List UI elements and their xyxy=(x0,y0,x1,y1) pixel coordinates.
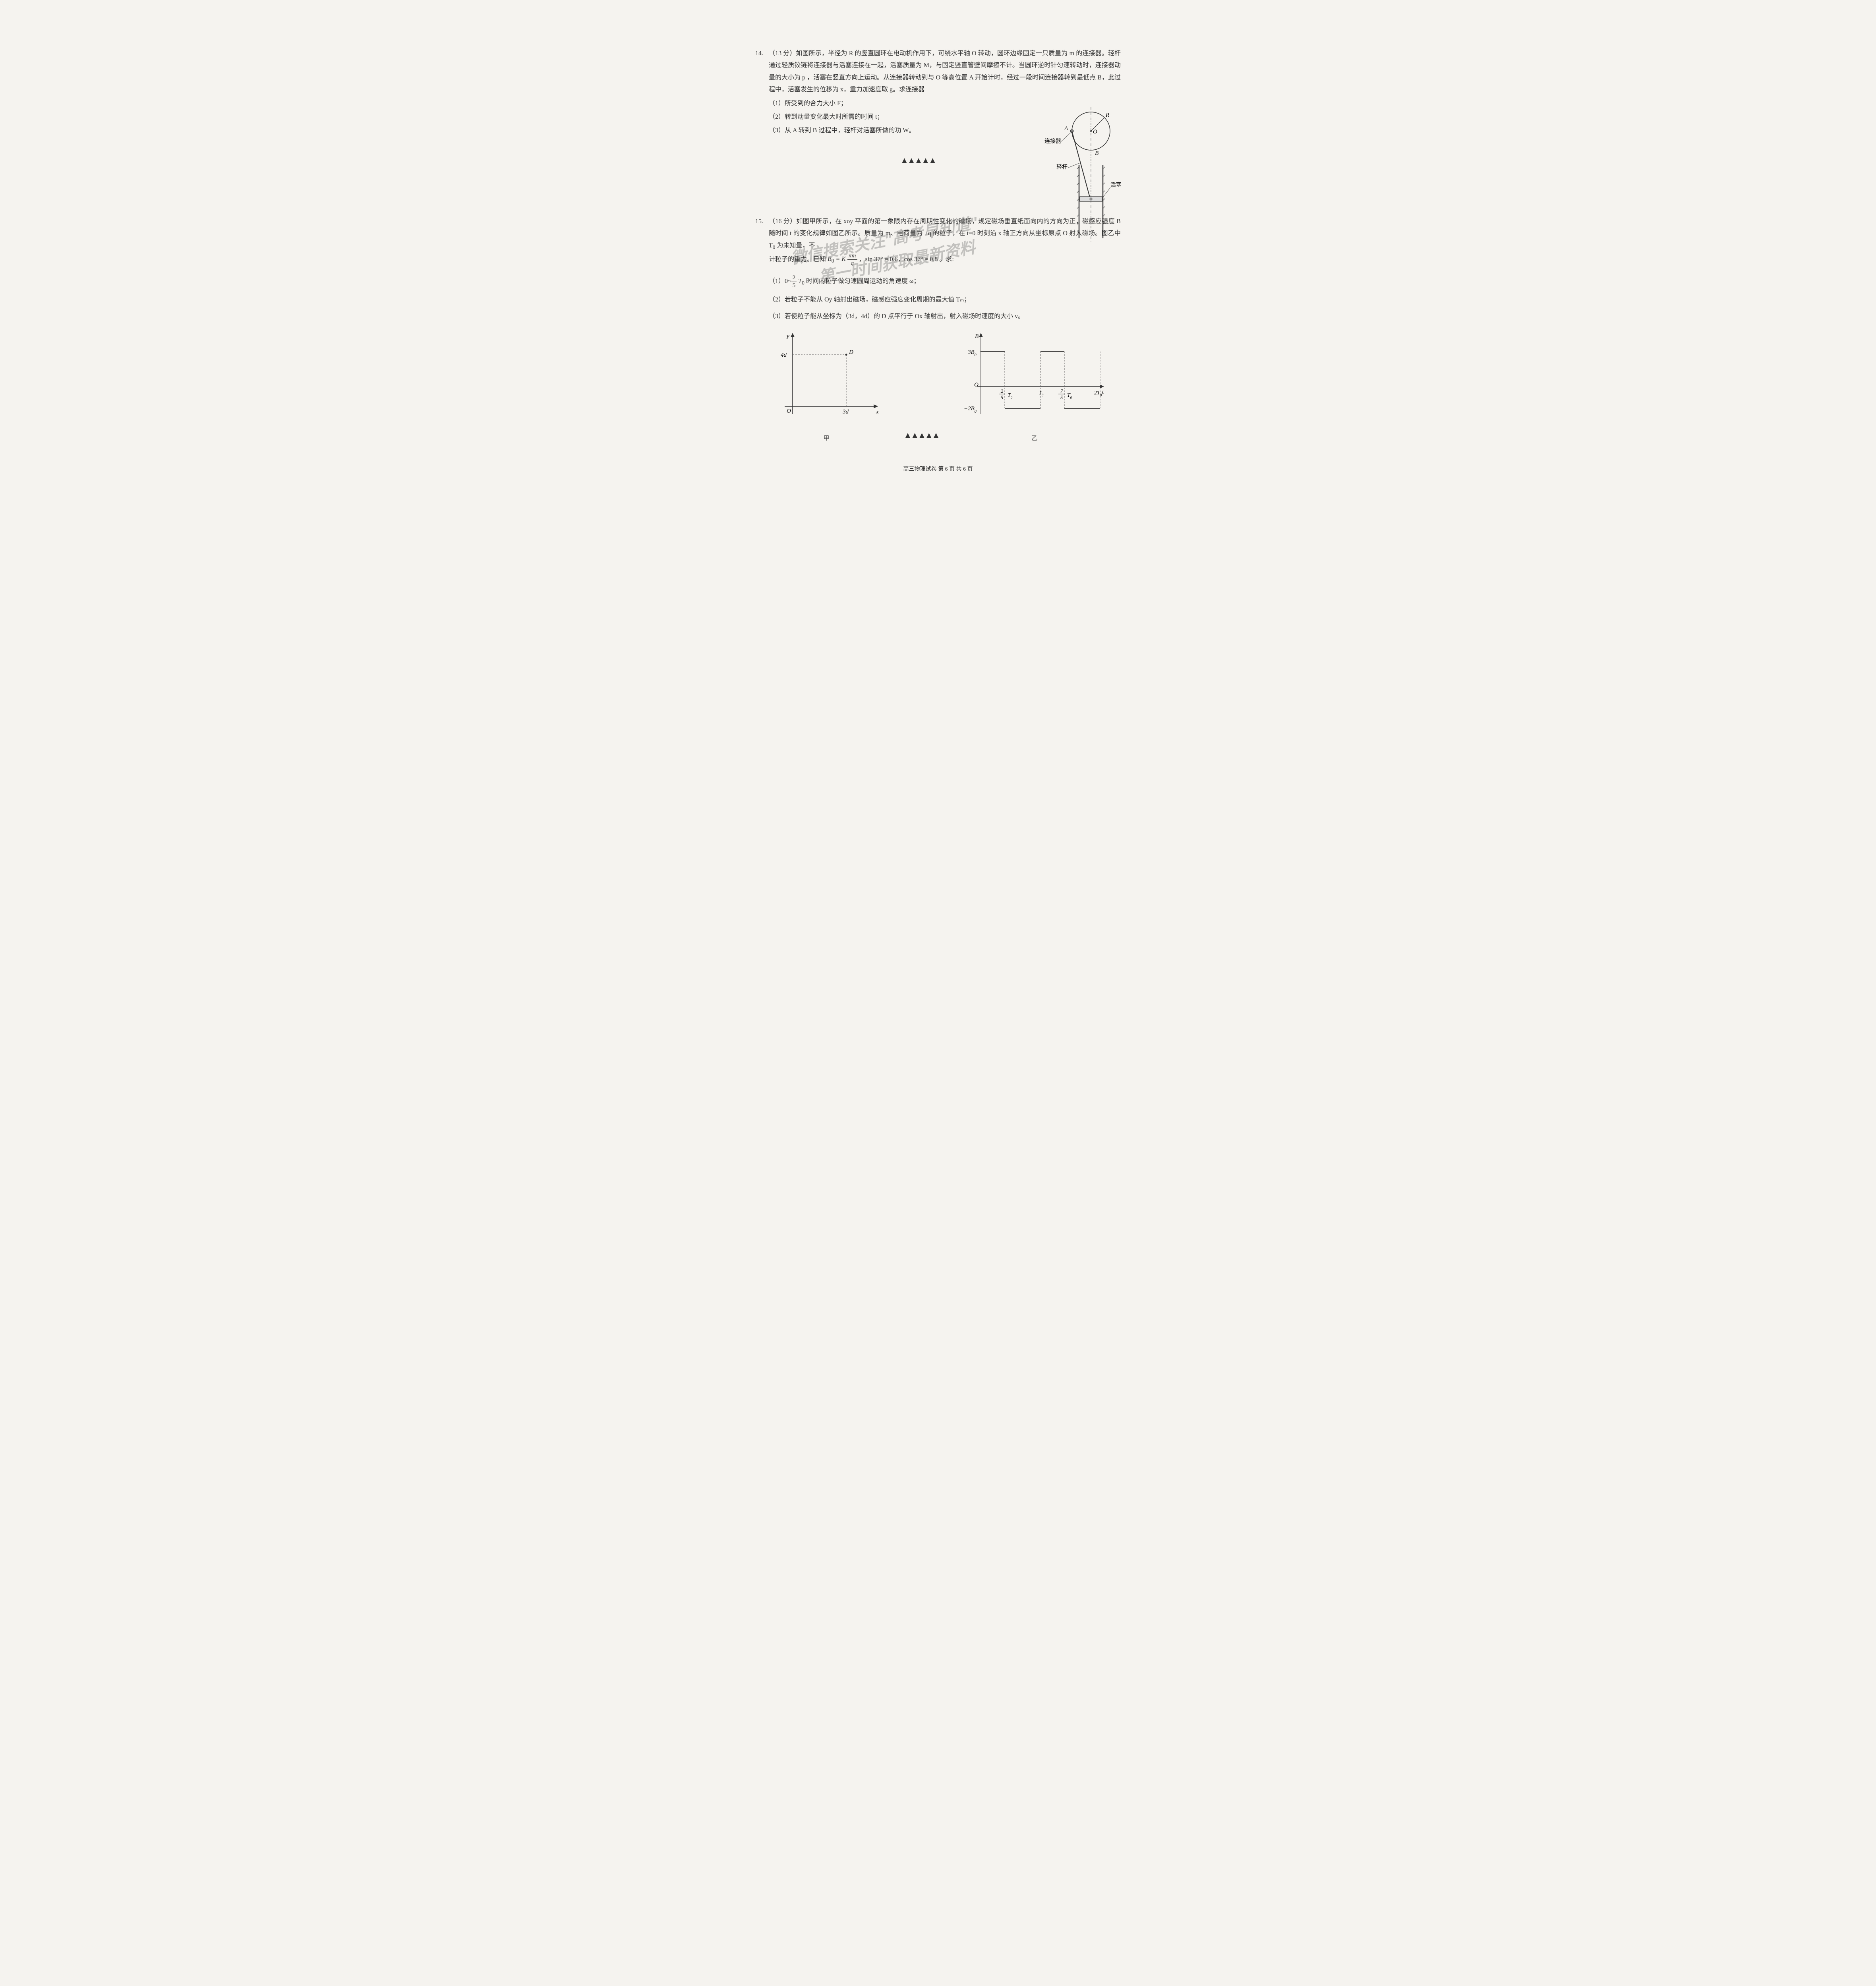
label-O: O xyxy=(1093,129,1097,135)
label-B: B xyxy=(1095,150,1099,156)
label-A: A xyxy=(1064,126,1068,132)
q15-formula: B0 = K πmq xyxy=(828,256,859,263)
svg-text:3B0: 3B0 xyxy=(967,349,977,357)
q15-sub1: （1）0~25 T0 时间内粒子做匀速圆周运动的角速度 ω； xyxy=(769,274,1121,289)
svg-text:t: t xyxy=(1102,389,1104,395)
svg-text:−2B0: −2B0 xyxy=(964,406,977,414)
q14-head: 14. （13 分）如图所示，半径为 R 的竖直圆环在电动机作用下，可绕水平轴 … xyxy=(755,48,1121,96)
q15-l2a: 计粒子的重力。已知 xyxy=(769,256,826,263)
q15-sub1a: （1）0~ xyxy=(769,278,791,285)
q15-l1: 如图甲所示，在 xoy 平面的第一象限内存在周期性变化的磁场，规定磁场垂直纸面向… xyxy=(769,218,1121,249)
page-footer: 高三物理试卷 第 6 页 共 6 页 xyxy=(755,464,1121,475)
label-R: R xyxy=(1105,112,1109,118)
svg-text:y: y xyxy=(786,333,789,340)
formula-num: πm xyxy=(847,252,857,260)
label-rod: 轻杆 xyxy=(1056,164,1068,170)
svg-text:B: B xyxy=(975,333,979,340)
triangle-separator-2: ▲▲▲▲▲ xyxy=(904,428,939,443)
q15-points: （16 分） xyxy=(769,218,796,225)
q14-points: （13 分） xyxy=(769,50,796,57)
chart-jia-label: 甲 xyxy=(769,433,884,444)
svg-text:T0: T0 xyxy=(1008,392,1013,400)
chart-jia: y x O D 4d 3d 甲 xyxy=(769,331,884,444)
svg-text:2: 2 xyxy=(1001,388,1004,394)
q15-sub1b: 时间内粒子做匀速圆周运动的角速度 ω； xyxy=(805,278,920,285)
q15-sub2: （2）若粒子不能从 Oy 轴射出磁场，磁感应强度变化周期的最大值 Tₘ； xyxy=(769,294,1121,306)
q15-sub3: （3）若使粒子能从坐标为（3d，4d）的 D 点平行于 Ox 轴射出，射入磁场时… xyxy=(769,311,1121,323)
chart-yi: B t O 3B0 −2B0 xyxy=(959,331,1110,444)
q14-number: 14. xyxy=(755,48,769,96)
svg-text:5: 5 xyxy=(1001,394,1004,400)
label-connector: 连接器 xyxy=(1044,138,1061,145)
label-piston: 活塞 xyxy=(1110,182,1122,188)
svg-text:T0: T0 xyxy=(1039,390,1044,397)
q15-l1-end: 为未知量，不 xyxy=(775,242,815,249)
q15-charts: y x O D 4d 3d 甲 ▲▲▲▲▲ xyxy=(769,331,1121,444)
q15-text: （16 分）如图甲所示，在 xoy 平面的第一象限内存在周期性变化的磁场，规定磁… xyxy=(769,216,1121,267)
q15-head: 15. （16 分）如图甲所示，在 xoy 平面的第一象限内存在周期性变化的磁场… xyxy=(755,216,1121,267)
svg-text:7: 7 xyxy=(1060,388,1063,394)
svg-text:2T0: 2T0 xyxy=(1094,390,1102,397)
svg-text:4d: 4d xyxy=(781,352,787,358)
triangle-glyphs-2: ▲▲▲▲▲ xyxy=(904,431,939,440)
q14-text: （13 分）如图所示，半径为 R 的竖直圆环在电动机作用下，可绕水平轴 O 转动… xyxy=(769,48,1121,96)
svg-text:D: D xyxy=(849,349,853,355)
question-14: 14. （13 分）如图所示，半径为 R 的竖直圆环在电动机作用下，可绕水平轴 … xyxy=(755,48,1121,168)
q15-number: 15. xyxy=(755,216,769,267)
svg-text:x: x xyxy=(876,409,879,415)
q14-body-text: 如图所示，半径为 R 的竖直圆环在电动机作用下，可绕水平轴 O 转动，圆环边缘固… xyxy=(769,50,1121,93)
svg-text:O: O xyxy=(974,382,979,388)
q15-l2b: ，sin 37° = 0.6，cos 37° = 0.8 。求: xyxy=(859,256,954,263)
svg-text:T0: T0 xyxy=(1067,392,1072,400)
question-15: 15. （16 分）如图甲所示，在 xoy 平面的第一象限内存在周期性变化的磁场… xyxy=(755,216,1121,444)
formula-den: q xyxy=(847,260,857,267)
svg-text:O: O xyxy=(787,408,791,414)
chart-yi-label: 乙 xyxy=(959,433,1110,444)
svg-text:3d: 3d xyxy=(842,409,849,415)
svg-text:5: 5 xyxy=(1060,394,1063,400)
triangle-glyphs-1: ▲▲▲▲▲ xyxy=(901,156,936,165)
